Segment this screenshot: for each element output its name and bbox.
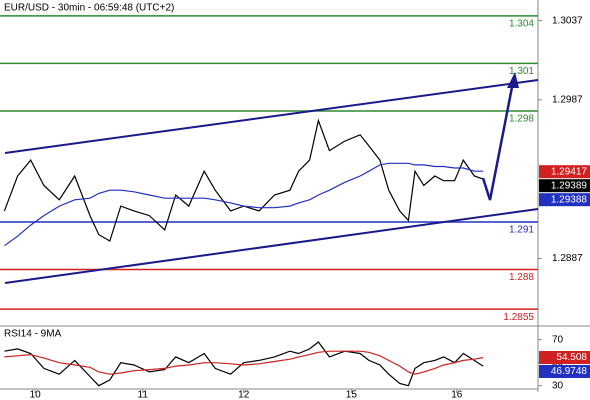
- series-line: [4, 350, 484, 375]
- price-tag: [539, 364, 590, 378]
- x-tick-label: 16: [451, 390, 463, 400]
- x-tick-label: 12: [238, 390, 250, 400]
- trend-line: [4, 79, 539, 154]
- price-tag-label: 1.29388: [551, 194, 588, 205]
- chart-title: EUR/USD - 30min - 06:59:48 (UTC+2): [4, 3, 174, 14]
- trend-line: [4, 208, 539, 284]
- price-tag: [539, 165, 590, 179]
- x-tick-label: 11: [138, 390, 149, 400]
- series-line: [3, 118, 484, 242]
- level-label: 1.301: [509, 66, 534, 77]
- y-tick-label: 30: [552, 380, 564, 391]
- y-tick-label: 1.3037: [552, 15, 583, 26]
- y-tick-label: 70: [552, 334, 564, 345]
- series-line: [4, 341, 484, 387]
- forecast-arrow: [481, 81, 515, 201]
- price-tag: [539, 179, 590, 193]
- plot: 1.3037 1.2987 1.2887 1.304 1.301 1.298 1.291 1.…: [0, 15, 590, 400]
- price-tag-label: 54.508: [556, 352, 587, 363]
- x-tick-label: 15: [346, 390, 358, 400]
- price-tag-label: 1.29389: [551, 180, 588, 191]
- price-tag: [539, 350, 590, 364]
- y-tick-label: 1.2987: [552, 95, 583, 106]
- level-label: 1.288: [509, 272, 534, 283]
- level-label: 1.304: [509, 18, 534, 29]
- level-label: 1.298: [509, 114, 534, 125]
- pane-title: RSI14 - 9MA: [4, 329, 62, 340]
- y-tick-label: 1.2887: [552, 253, 583, 264]
- level-label: 1.291: [509, 225, 534, 236]
- level-label: 1.2855: [503, 312, 534, 323]
- forecast-arrowhead: [507, 72, 519, 88]
- x-tick-label: 10: [30, 390, 42, 400]
- price-tag: [539, 193, 590, 207]
- series-line: [4, 162, 484, 247]
- price-tag-label: 1.29417: [551, 166, 588, 177]
- price-tag-label: 46.9748: [551, 366, 588, 377]
